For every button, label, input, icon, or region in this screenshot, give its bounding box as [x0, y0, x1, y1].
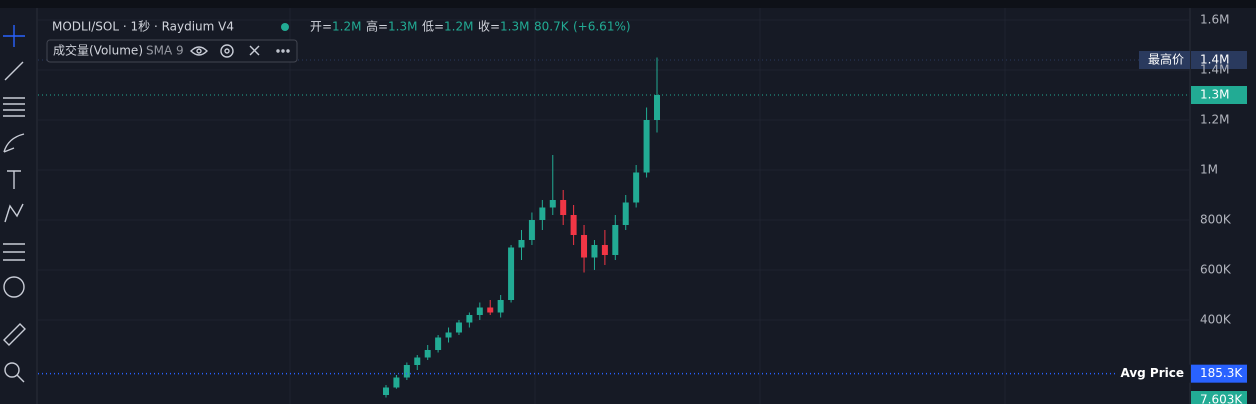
tools	[3, 25, 26, 383]
volume-tag-label: 7.603K	[1200, 393, 1243, 404]
volume-tag	[1191, 391, 1247, 404]
price-tag	[1191, 86, 1247, 104]
candle-body	[414, 357, 421, 365]
settings-button[interactable]	[220, 44, 234, 58]
candle-body	[612, 225, 619, 255]
legend-value: 1.3M	[388, 20, 417, 34]
candle-body	[476, 307, 483, 315]
candle-body	[539, 207, 546, 220]
legend-value: 1.2M	[444, 20, 473, 34]
y-tick-label: 400K	[1200, 313, 1232, 327]
candle-body	[591, 245, 598, 258]
live-dot	[281, 23, 289, 31]
candle-body	[570, 215, 577, 235]
legend-label: 高=	[366, 19, 388, 34]
grid	[38, 8, 1190, 404]
crosshair-tool[interactable]	[3, 25, 25, 47]
price-tag-label: 1.4M	[1200, 53, 1229, 67]
y-tick-label: 1.4M	[1200, 63, 1229, 77]
candle-body	[497, 300, 504, 313]
candle-body	[549, 200, 556, 208]
indicator-actions	[190, 44, 290, 58]
y-tick-label: 1M	[1200, 163, 1218, 177]
legend-label: 开=	[310, 20, 332, 34]
y-tick-label: 1.2M	[1200, 113, 1229, 127]
y-tick-label: 600K	[1200, 263, 1232, 277]
more-button[interactable]	[276, 49, 290, 53]
price-line-name: Avg Price	[1120, 366, 1184, 380]
candle-body	[487, 307, 494, 313]
emoji-tool[interactable]	[3, 276, 25, 298]
legend-label: 收=	[478, 20, 500, 34]
candle-body	[654, 95, 660, 120]
price-line-name-bg	[1139, 51, 1190, 69]
legend-value: 1.3M	[500, 20, 529, 34]
candle-body	[445, 332, 452, 338]
top-bar	[0, 0, 1256, 8]
brush-tool[interactable]	[3, 133, 25, 153]
price-line-name: 最高价	[1148, 52, 1184, 67]
candle-body	[622, 202, 629, 225]
candle-body	[383, 387, 389, 395]
price-tag-label: 185.3K	[1200, 366, 1243, 380]
legend-label: 低=	[422, 20, 444, 34]
overlays: 1.4M 最高价 1.3M 185.3K Avg Price 7.603K	[38, 51, 1247, 404]
visibility-button[interactable]	[190, 46, 208, 56]
text-tool[interactable]	[7, 170, 21, 189]
candle-body	[435, 337, 442, 350]
y-tick-label: 800K	[1200, 213, 1232, 227]
legend-value: 1.2M	[332, 20, 361, 34]
candle-body	[643, 120, 650, 173]
candle-body	[560, 200, 567, 215]
pattern-tool[interactable]	[4, 203, 24, 223]
candle-body	[528, 220, 535, 240]
legend-change: 80.7K	[534, 20, 570, 34]
forecast-tool[interactable]	[3, 243, 25, 261]
candle-body	[393, 377, 400, 388]
legend-change-percent: (+6.61%)	[573, 20, 631, 34]
indicator-name: 成交量(Volume)	[53, 43, 143, 58]
candle-body	[518, 240, 525, 248]
zoom-tool[interactable]	[4, 362, 25, 383]
fib-tool[interactable]	[3, 97, 25, 117]
indicator-params: SMA 9	[146, 44, 184, 58]
price-tag-label: 1.3M	[1200, 88, 1229, 102]
candle-body	[455, 322, 462, 333]
ruler-tool[interactable]	[3, 323, 26, 346]
line-tool[interactable]	[4, 61, 24, 81]
indicator-box	[46, 39, 298, 63]
candle-body	[424, 350, 431, 358]
candle-body	[581, 235, 588, 258]
remove-button[interactable]	[249, 45, 260, 56]
price-tag	[1191, 364, 1247, 383]
candle-body	[601, 245, 608, 255]
candles	[383, 57, 660, 398]
price-line-name-bg	[1115, 364, 1190, 383]
candle-body	[466, 315, 473, 323]
candle-body	[508, 247, 515, 300]
candle-body	[633, 172, 640, 203]
y-tick-label: 1.6M	[1200, 13, 1229, 27]
candle-body	[403, 365, 410, 378]
symbol-title: MODLI/SOL · 1秒 · Raydium V4	[52, 20, 234, 34]
ohlc-legend: 开= 1.2M 高= 1.3M 低= 1.2M 收= 1.3M 80.7K (+6.61%)	[310, 19, 631, 34]
price-tag	[1191, 51, 1247, 69]
